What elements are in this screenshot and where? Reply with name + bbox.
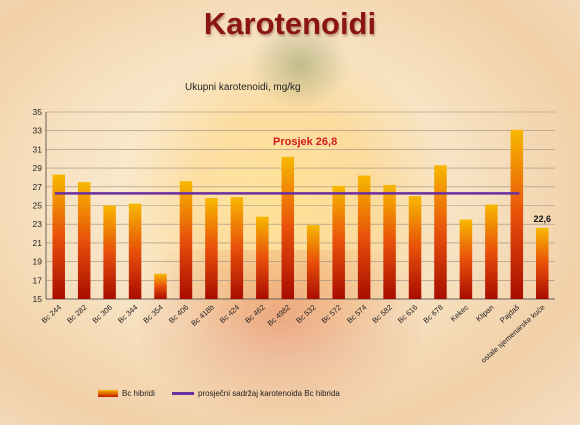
- x-tick-label: Bc 572: [320, 303, 343, 325]
- background-glow-leaf: [250, 20, 350, 110]
- x-tick-label: Bc 306: [91, 303, 114, 325]
- average-label: Prosjek 26,8: [273, 136, 337, 148]
- bar: [52, 174, 65, 299]
- x-tick-label: Bc 4982: [266, 303, 292, 328]
- bar: [408, 196, 422, 299]
- x-tick-label: Bc 282: [65, 303, 88, 325]
- legend-swatch-bars: [98, 390, 118, 397]
- y-tick-label: 35: [33, 107, 43, 117]
- x-tick-label: Bc 244: [40, 303, 63, 325]
- x-tick-label: Bc 678: [421, 303, 444, 325]
- y-tick-label: 15: [33, 294, 43, 304]
- bar: [281, 156, 295, 299]
- y-tick-label: 29: [33, 163, 43, 173]
- chart-subtitle: Ukupni karotenoidi, mg/kg: [185, 82, 301, 93]
- x-tick-label: Bc 406: [167, 303, 190, 325]
- bar: [179, 181, 193, 299]
- bar: [205, 198, 218, 299]
- bar: [332, 185, 345, 299]
- y-tick-label: 27: [33, 182, 43, 192]
- bar: [256, 216, 269, 299]
- y-tick-label: 23: [33, 219, 43, 229]
- x-tick-label: Bc 344: [116, 303, 139, 325]
- x-tick-label: Bc 574: [345, 303, 368, 325]
- bar: [77, 182, 91, 299]
- x-tick-label: Bc 582: [371, 303, 394, 325]
- y-tick-label: 21: [33, 238, 43, 248]
- x-tick-label: Bc 354: [141, 303, 164, 325]
- x-tick-label: Bc 616: [396, 303, 419, 325]
- bar: [128, 203, 142, 299]
- x-tick-label: Bc 532: [294, 303, 317, 325]
- x-tick-label: Kekec: [449, 303, 471, 324]
- page-title: Karotenoidi: [203, 6, 377, 41]
- y-tick-label: 31: [33, 144, 43, 154]
- legend-item-average: prosječni sadržaj karotenoida Bc hibrida: [172, 389, 340, 398]
- x-tick-label: Pajdaš: [498, 303, 521, 325]
- legend-label-bars: Bc hibridi: [122, 389, 155, 398]
- legend-swatch-average: [172, 392, 194, 395]
- x-tick-label: Bc 462: [243, 303, 266, 325]
- bar: [383, 184, 396, 299]
- x-tick-label: Klipan: [474, 303, 496, 324]
- x-tick-label: Bc 424: [218, 303, 241, 325]
- x-tick-label: Bc 418b: [189, 303, 215, 328]
- legend-label-average: prosječni sadržaj karotenoida Bc hibrida: [198, 389, 340, 398]
- bar: [230, 197, 244, 299]
- data-label: 22,6: [534, 214, 552, 224]
- y-tick-label: 25: [33, 201, 43, 211]
- bar: [485, 204, 498, 299]
- y-tick-label: 17: [33, 275, 43, 285]
- legend-item-bars: Bc hibridi: [98, 389, 155, 398]
- bar: [510, 129, 524, 299]
- bar: [459, 219, 473, 299]
- bar: [434, 165, 447, 299]
- bar: [306, 225, 320, 299]
- bar: [536, 227, 549, 299]
- y-tick-label: 33: [33, 126, 43, 136]
- bar: [103, 205, 116, 299]
- bar: [154, 273, 167, 299]
- bar: [357, 175, 371, 299]
- y-tick-label: 19: [33, 257, 43, 267]
